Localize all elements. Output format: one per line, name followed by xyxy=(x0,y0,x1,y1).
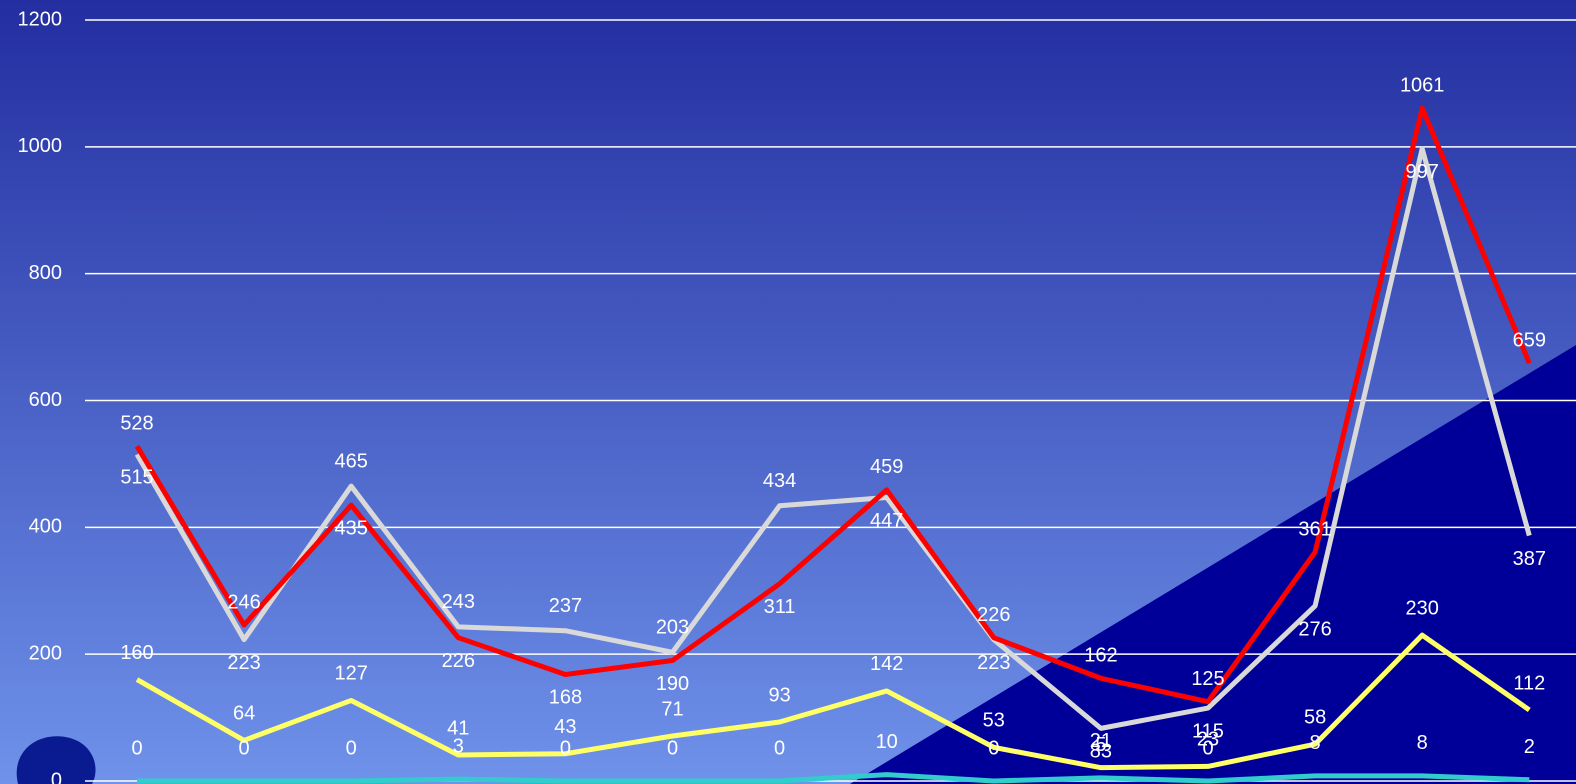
series-line xyxy=(135,632,1531,771)
data-label: 434 xyxy=(763,470,796,492)
data-label: 71 xyxy=(661,698,683,720)
data-label: 0 xyxy=(131,737,142,759)
data-label: 93 xyxy=(768,684,790,706)
background-triangle xyxy=(850,345,1576,784)
data-label: 447 xyxy=(870,510,903,532)
data-label: 276 xyxy=(1298,618,1331,640)
y-tick-label: 0 xyxy=(51,769,62,784)
data-label: 160 xyxy=(120,642,153,664)
data-label: 0 xyxy=(346,737,357,759)
data-label: 997 xyxy=(1406,161,1439,183)
data-label: 246 xyxy=(227,591,260,613)
data-label: 190 xyxy=(656,673,689,695)
data-label: 528 xyxy=(120,412,153,434)
data-label: 23 xyxy=(1197,729,1219,751)
data-label: 0 xyxy=(1202,737,1213,759)
data-label: 0 xyxy=(239,737,250,759)
data-label: 435 xyxy=(335,517,368,539)
data-label: 21 xyxy=(1090,730,1112,752)
series-line xyxy=(134,105,1532,705)
data-label: 58 xyxy=(1304,706,1326,728)
y-tick-label: 600 xyxy=(29,389,62,411)
data-label: 515 xyxy=(120,467,153,489)
data-label: 659 xyxy=(1513,329,1546,351)
y-tick-label: 200 xyxy=(29,642,62,664)
data-label: 311 xyxy=(764,596,796,618)
data-label: 115 xyxy=(1192,720,1224,742)
decoration xyxy=(16,736,96,784)
data-label: 64 xyxy=(233,703,255,725)
data-label: 203 xyxy=(656,617,689,639)
data-label: 361 xyxy=(1298,518,1331,540)
data-label: 223 xyxy=(227,652,260,674)
data-label: 125 xyxy=(1191,668,1224,690)
data-label: 142 xyxy=(870,653,903,675)
data-label: 0 xyxy=(667,737,678,759)
data-label: 0 xyxy=(988,737,999,759)
data-label: 223 xyxy=(977,652,1010,674)
data-label: 3 xyxy=(453,735,464,757)
data-label: 10 xyxy=(876,731,898,753)
data-label: 387 xyxy=(1513,548,1546,570)
data-label: 41 xyxy=(447,717,469,739)
data-label: 53 xyxy=(983,710,1005,732)
data-label: 83 xyxy=(1090,741,1112,763)
y-tick-label: 1200 xyxy=(18,8,63,30)
data-label: 112 xyxy=(1513,672,1545,694)
y-tick-label: 1000 xyxy=(18,135,63,157)
data-label: 2 xyxy=(1524,736,1535,758)
data-label: 0 xyxy=(774,737,785,759)
data-label: 243 xyxy=(442,591,475,613)
data-label: 8 xyxy=(1417,732,1428,754)
y-tick-label: 800 xyxy=(29,262,62,284)
series-line xyxy=(137,772,1530,784)
data-label: 127 xyxy=(335,663,368,685)
data-label: 226 xyxy=(442,650,475,672)
data-label: 465 xyxy=(335,450,368,472)
data-label: 226 xyxy=(977,604,1010,626)
data-label: 8 xyxy=(1310,732,1321,754)
data-label: 459 xyxy=(870,456,903,478)
data-label: 43 xyxy=(554,716,576,738)
data-label: 230 xyxy=(1406,597,1439,619)
data-label: 168 xyxy=(549,687,582,709)
data-label: 1061 xyxy=(1400,74,1445,96)
y-tick-label: 400 xyxy=(29,516,62,538)
data-label: 162 xyxy=(1084,645,1117,667)
series-line xyxy=(134,146,1532,731)
data-label: 237 xyxy=(549,595,582,617)
data-label: 0 xyxy=(560,737,571,759)
data-label: 5 xyxy=(1095,734,1106,756)
